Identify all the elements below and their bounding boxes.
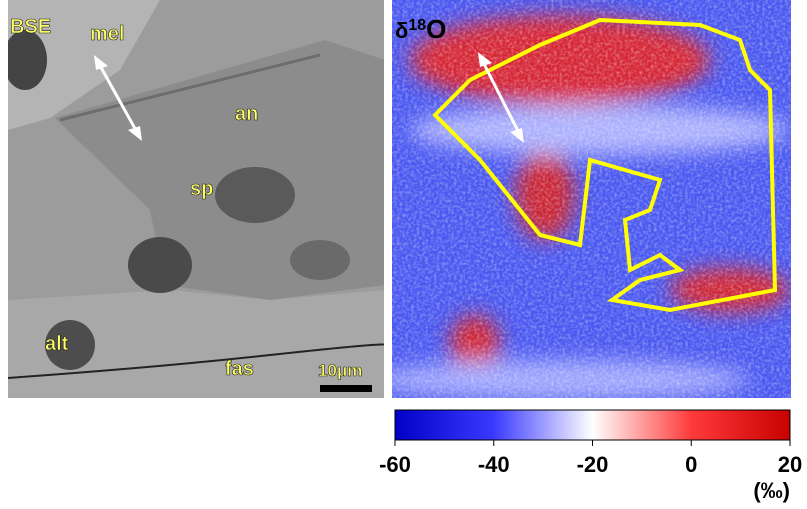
isotope-map: [370, 0, 791, 400]
phase-label: mel: [90, 23, 124, 45]
phase-label: fas: [225, 358, 254, 380]
colorbar: [395, 410, 790, 440]
phase-label: sp: [190, 178, 213, 200]
title-part: O: [426, 14, 446, 44]
panel-title: BSE: [10, 16, 51, 38]
colorbar-tick-label: -20: [577, 452, 609, 477]
colorbar-tick-label: 0: [685, 452, 697, 477]
scale-bar-label: 10μm: [318, 361, 362, 380]
colorbar-tick-label: 20: [778, 452, 802, 477]
figure: BSE mel an sp alt fas 10μm δ18O (‰) -60 -…: [0, 0, 807, 504]
colorbar-tick-label: -60: [379, 452, 411, 477]
phase-label: alt: [45, 333, 69, 355]
colorbar-unit: (‰): [753, 478, 790, 503]
colorbar-tick-label: -40: [478, 452, 510, 477]
title-sup: 18: [408, 17, 426, 34]
page: BSE mel an sp alt fas 10μm δ18O (‰) -60 -…: [0, 0, 807, 509]
phase-label: an: [235, 103, 258, 125]
title-part: δ: [395, 18, 408, 43]
